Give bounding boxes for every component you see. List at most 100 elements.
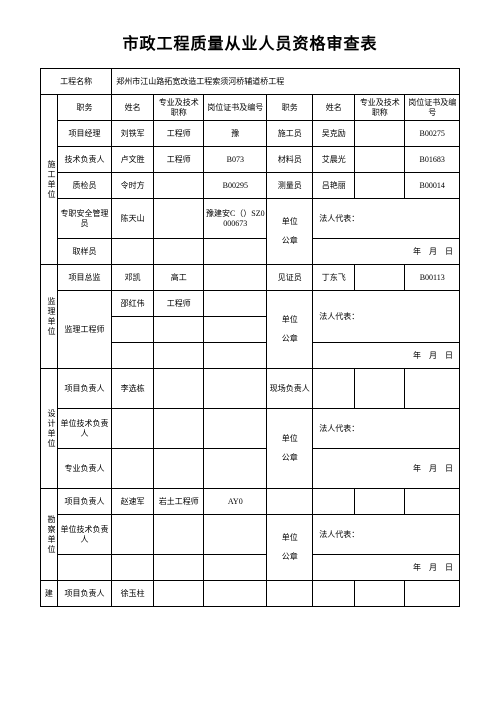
cell: 陈天山 [112,199,154,239]
cell [154,317,204,343]
cell [112,515,154,555]
cell: 施工员 [267,121,313,147]
cell: 项目负责人 [57,369,111,409]
cell: 专业负责人 [57,449,111,489]
cell [112,239,154,265]
label-project-name: 工程名称 [41,69,112,95]
cell-seal: 单位公章 [267,291,313,369]
cell: 工程师 [154,147,204,173]
cell [355,265,405,291]
cell: 测量员 [267,173,313,199]
cell-legalrep: 法人代表： [313,515,460,555]
cell: 专职安全管理员 [57,199,111,239]
cell: 见证员 [267,265,313,291]
cell [267,581,313,607]
cell: 项目负责人 [57,581,111,607]
cell: 取样员 [57,239,111,265]
cell: B00275 [405,121,460,147]
cell [154,343,204,369]
cell [204,449,267,489]
cell: 吕艳丽 [313,173,355,199]
hdr-name: 姓名 [112,95,154,121]
page-title: 市政工程质量从业人员资格审查表 [40,30,460,54]
cell [355,147,405,173]
cell-legalrep: 法人代表： [313,199,460,239]
cell [204,409,267,449]
section-construction: 施工单位 [41,95,58,265]
hdr-cert2: 岗位证书及编号 [405,95,460,121]
cell: 岩土工程师 [154,489,204,515]
cell [204,515,267,555]
cell-seal: 单位公章 [267,515,313,581]
cell [355,489,405,515]
cell: 高工 [154,265,204,291]
section-survey: 勘察单位 [41,489,58,581]
cell [204,581,267,607]
hdr-title2: 专业及技术职称 [355,95,405,121]
cell: 李选栋 [112,369,154,409]
cell: 卢文胜 [112,147,154,173]
cell: 现场负责人 [267,369,313,409]
cell: B00295 [204,173,267,199]
cell [355,369,405,409]
cell: 项目负责人 [57,489,111,515]
cell [204,239,267,265]
cell [204,317,267,343]
cell [154,199,204,239]
cell [313,369,355,409]
cell-date: 年 月 日 [313,239,460,265]
cell [204,291,267,317]
cell: B00014 [405,173,460,199]
cell [154,581,204,607]
cell: 监理工程师 [57,291,111,369]
cell: 邵红伟 [112,291,154,317]
cell [154,449,204,489]
cell: 邓凯 [112,265,154,291]
cell [405,581,460,607]
cell: 丁东飞 [313,265,355,291]
cell: 工程师 [154,291,204,317]
hdr-duty2: 职务 [267,95,313,121]
review-table: 工程名称 郑州市江山路拓宽改造工程索须河桥辅道桥工程 施工单位 职务 姓名 专业… [40,68,460,607]
cell [112,409,154,449]
cell [112,343,154,369]
cell: 艾晨光 [313,147,355,173]
cell: 赵速军 [112,489,154,515]
section-supervision: 监理单位 [41,265,58,369]
hdr-title: 专业及技术职称 [154,95,204,121]
cell [154,555,204,581]
cell [355,581,405,607]
cell: 豫建安C（）SZ0000673 [204,199,267,239]
cell [57,555,111,581]
cell [204,555,267,581]
cell [154,409,204,449]
cell [405,369,460,409]
cell [405,489,460,515]
hdr-name2: 姓名 [313,95,355,121]
cell: 材料员 [267,147,313,173]
cell [154,239,204,265]
cell: 令时方 [112,173,154,199]
cell-legalrep: 法人代表： [313,291,460,343]
cell-date: 年 月 日 [313,343,460,369]
cell: 豫 [204,121,267,147]
cell [313,489,355,515]
cell [204,265,267,291]
cell: 项目经理 [57,121,111,147]
cell [204,343,267,369]
cell [112,317,154,343]
cell: AY0 [204,489,267,515]
section-build: 建 [41,581,58,607]
cell-date: 年 月 日 [313,555,460,581]
cell: 单位技术负责人 [57,409,111,449]
cell: 单位技术负责人 [57,515,111,555]
cell: 质检员 [57,173,111,199]
cell-legalrep: 法人代表： [313,409,460,449]
section-design: 设计单位 [41,369,58,489]
cell [112,555,154,581]
hdr-duty: 职务 [57,95,111,121]
cell [267,489,313,515]
cell [204,369,267,409]
cell: 工程师 [154,121,204,147]
cell: B00113 [405,265,460,291]
